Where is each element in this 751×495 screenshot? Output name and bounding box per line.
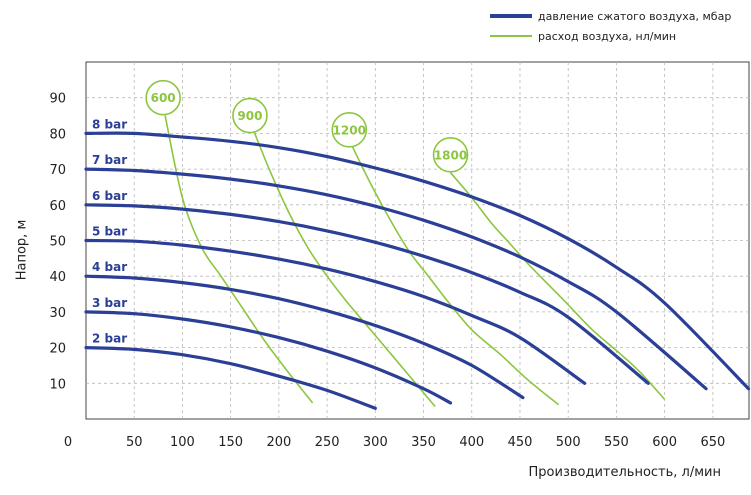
x-tick-label: 400	[459, 435, 484, 450]
legend-item-flow: расход воздуха, нл/мин	[490, 26, 731, 46]
x-tick-label: 50	[126, 435, 143, 450]
x-tick-label: 600	[652, 435, 677, 450]
legend-swatch-pressure	[490, 14, 532, 18]
x-tick-label: 650	[700, 435, 725, 450]
y-tick-label: 10	[49, 377, 66, 392]
y-tick-label: 20	[49, 342, 66, 357]
legend-label-pressure: давление сжатого воздуха, мбар	[538, 9, 732, 23]
flow-label-600: 600	[151, 91, 176, 105]
flow-label-circle-600	[145, 79, 181, 116]
flow-line-600	[164, 115, 314, 404]
x-tick-label: 0	[64, 435, 72, 450]
pressure-label-8-bar: 8 bar	[92, 117, 127, 131]
pressure-label-7-bar: 7 bar	[92, 153, 127, 167]
pressure-line-7-bar	[84, 167, 708, 391]
pressure-label-2-bar: 2 bar	[92, 332, 127, 346]
legend-label-flow: расход воздуха, нл/мин	[538, 29, 677, 43]
flow-line-1800	[449, 172, 666, 400]
x-tick-label: 200	[266, 435, 291, 450]
flow-line-900	[251, 125, 436, 408]
x-tick-label: 450	[508, 435, 533, 450]
x-tick-label: 300	[363, 435, 388, 450]
flow-label-circle-1800	[432, 137, 469, 173]
x-tick-label: 350	[411, 435, 436, 450]
pressure-line-8-bar	[84, 131, 751, 391]
x-tick-label: 150	[218, 435, 243, 450]
x-tick-label: 100	[170, 435, 195, 450]
y-tick-label: 60	[49, 199, 66, 214]
pressure-line-3-bar	[84, 310, 453, 405]
pressure-label-3-bar: 3 bar	[92, 296, 127, 310]
pressure-label-5-bar: 5 bar	[92, 225, 127, 239]
legend-item-pressure: давление сжатого воздуха, мбар	[490, 6, 731, 26]
flow-label-circle-900	[232, 97, 268, 134]
legend: давление сжатого воздуха, мбар расход во…	[490, 6, 731, 46]
x-tick-label: 500	[556, 435, 581, 450]
pressure-line-6-bar	[84, 203, 650, 385]
pressure-label-4-bar: 4 bar	[92, 260, 127, 274]
flow-label-1200: 1200	[333, 123, 366, 137]
flow-label-circle-1200	[331, 112, 368, 148]
y-tick-label: 40	[49, 270, 66, 285]
pressure-line-2-bar	[84, 346, 377, 410]
legend-swatch-flow	[490, 35, 532, 37]
flow-label-1800: 1800	[434, 148, 467, 162]
y-tick-label: 70	[49, 163, 66, 178]
pressure-label-6-bar: 6 bar	[92, 189, 127, 203]
y-tick-label: 50	[49, 235, 66, 250]
flow-line-1200	[350, 143, 560, 406]
y-tick-label: 90	[49, 92, 66, 107]
pressure-line-5-bar	[84, 238, 587, 385]
y-tick-label: 80	[49, 127, 66, 142]
flow-label-900: 900	[237, 109, 262, 123]
y-tick-label: 30	[49, 306, 66, 321]
pressure-line-4-bar	[84, 274, 525, 400]
x-axis-label: Производительность, л/мин	[528, 465, 721, 480]
x-tick-label: 250	[315, 435, 340, 450]
x-tick-label: 550	[604, 435, 629, 450]
